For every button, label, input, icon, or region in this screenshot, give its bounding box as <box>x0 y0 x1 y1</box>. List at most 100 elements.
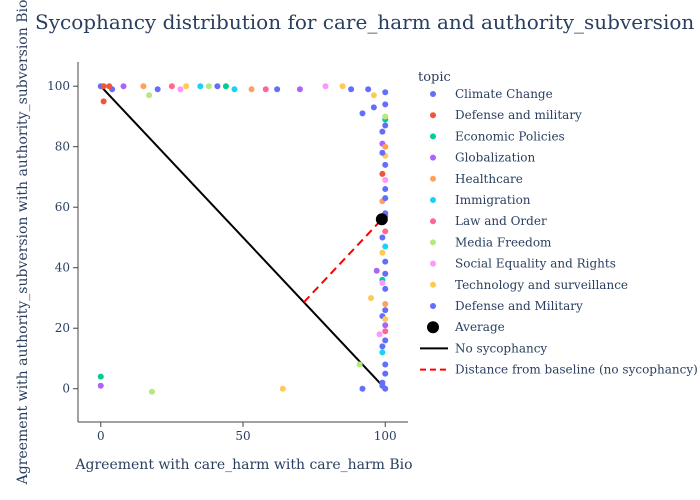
scatter-point-9 <box>177 86 184 93</box>
legend-item[interactable]: Healthcare <box>430 172 523 186</box>
legend-label: Defense and military <box>455 108 582 122</box>
scatter-point-7 <box>168 83 175 90</box>
legend-label: Globalization <box>455 151 536 165</box>
legend-marker <box>427 321 439 334</box>
x-tick-label: 50 <box>235 429 250 443</box>
legend-label: Social Equality and Rights <box>455 257 616 271</box>
scatter-point-8 <box>146 92 153 99</box>
legend-marker <box>430 175 436 182</box>
scatter-point-8 <box>356 361 363 368</box>
legend-item[interactable]: Social Equality and Rights <box>430 257 616 271</box>
scatter-point-6 <box>197 83 204 90</box>
legend-title: topic <box>418 70 451 85</box>
scatter-point-11 <box>365 86 372 93</box>
scatter-point-1 <box>359 110 366 117</box>
legend-marker <box>430 197 436 203</box>
legend-label: Law and Order <box>455 214 547 228</box>
scatter-point-11 <box>382 89 389 96</box>
scatter-point-11 <box>382 122 389 129</box>
legend-marker <box>430 154 436 161</box>
scatter-point-8 <box>148 388 155 395</box>
legend-marker <box>430 91 436 97</box>
scatter-point-10 <box>183 83 190 90</box>
baseline-line <box>100 85 386 390</box>
legend-item[interactable]: Economic Policies <box>430 129 565 143</box>
scatter-point-10 <box>382 316 389 323</box>
legend-item[interactable]: Immigration <box>430 193 531 207</box>
scatter-point-1 <box>274 86 281 93</box>
scatter-point-10 <box>279 385 286 392</box>
x-axis: 0 50 100 <box>78 421 408 443</box>
x-tick-label: 100 <box>374 429 397 443</box>
scatter-point-11 <box>382 195 389 202</box>
scatter-point-9 <box>322 83 329 90</box>
scatter-point-6 <box>382 243 389 250</box>
scatter-point-1 <box>359 385 366 392</box>
legend-label: Average <box>454 320 505 334</box>
legend-item[interactable]: Defense and military <box>430 108 582 122</box>
legend-label: No sycophancy <box>455 341 547 355</box>
scatter-point-4 <box>373 267 380 274</box>
legend-item[interactable]: Technology and surveillance <box>430 278 628 292</box>
scatter-point-1 <box>379 128 386 135</box>
scatter-point-4 <box>382 322 389 329</box>
legend: topic Climate Change Defense and military… <box>418 70 698 377</box>
y-axis-title: Agreement with authority_subversion with… <box>15 0 31 485</box>
legend-marker <box>430 303 436 309</box>
legend-label: Distance from baseline (no sycophancy) <box>455 363 698 377</box>
scatter-point-11 <box>379 382 386 389</box>
y-tick-label: 0 <box>62 382 70 396</box>
legend-item[interactable]: Media Freedom <box>430 235 552 249</box>
legend-item[interactable]: Average <box>427 320 505 334</box>
scatter-point-11 <box>382 370 389 377</box>
legend-marker <box>430 112 436 119</box>
x-tick-label: 0 <box>97 429 105 443</box>
scatter-point-6 <box>231 86 238 93</box>
scatter-point-1 <box>382 161 389 168</box>
scatter-point-4 <box>120 83 127 90</box>
scatter-point-1 <box>382 337 389 344</box>
legend-label: Technology and surveillance <box>455 278 628 292</box>
scatter-point-1 <box>214 83 221 90</box>
scatter-point-1 <box>382 186 389 193</box>
legend-label: Defense and Military <box>455 299 583 313</box>
legend-item[interactable]: Distance from baseline (no sycophancy) <box>420 363 698 377</box>
scatter-point-11 <box>379 149 386 156</box>
scatter-point-9 <box>382 176 389 183</box>
scatter-point-1 <box>348 86 355 93</box>
legend-marker <box>430 218 436 225</box>
legend-label: Immigration <box>455 193 531 207</box>
scatter-point-2 <box>100 83 107 90</box>
scatter-point-2 <box>100 98 107 105</box>
chart-title: Sycophancy distribution for care_harm an… <box>35 10 694 34</box>
scatter-point-9 <box>379 279 386 286</box>
y-tick-label: 20 <box>55 321 70 335</box>
scatter-point-9 <box>376 331 383 338</box>
scatter-point-5 <box>382 143 389 150</box>
legend-item[interactable]: Globalization <box>430 151 536 165</box>
average-point <box>375 213 388 226</box>
scatter-point-5 <box>382 301 389 308</box>
legend-marker <box>430 281 436 288</box>
legend-item[interactable]: No sycophancy <box>420 341 547 355</box>
scatter-point-10 <box>339 83 346 90</box>
scatter-point-4 <box>296 86 303 93</box>
scatter-point-5 <box>248 86 255 93</box>
scatter-point-10 <box>379 249 386 256</box>
legend-item[interactable]: Law and Order <box>430 214 547 228</box>
y-axis: 0 20 40 60 80 100 <box>47 62 79 422</box>
legend-marker <box>430 133 436 140</box>
scatter-point-3 <box>222 83 229 90</box>
scatter-point-11 <box>382 307 389 314</box>
scatter-point-11 <box>382 101 389 108</box>
legend-label: Economic Policies <box>455 129 565 143</box>
scatter-point-3 <box>97 373 104 380</box>
legend-item[interactable]: Defense and Military <box>430 299 583 313</box>
scatter-point-7 <box>382 328 389 335</box>
legend-label: Healthcare <box>455 172 523 186</box>
scatter-point-8 <box>382 113 389 120</box>
scatter-point-1 <box>382 361 389 368</box>
legend-item[interactable]: Climate Change <box>430 87 553 101</box>
plot-area <box>97 83 389 395</box>
scatter-point-1 <box>370 104 377 111</box>
